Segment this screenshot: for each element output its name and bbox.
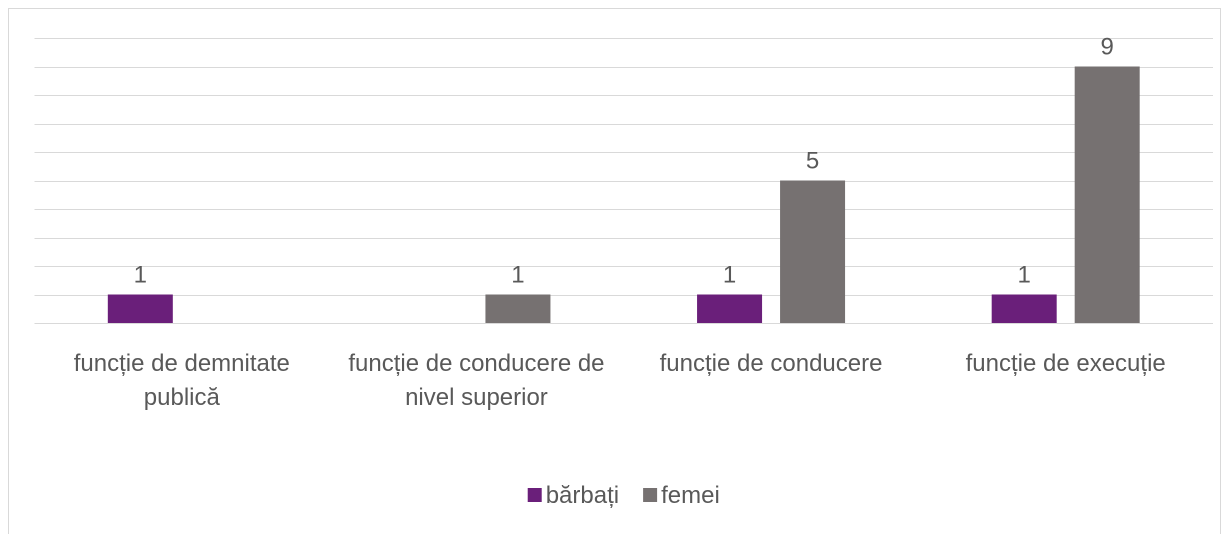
bar	[697, 294, 763, 323]
x-tick-label: funcție de demnitate publică	[74, 350, 290, 411]
legend-swatch	[527, 488, 542, 502]
chart-border	[8, 8, 1221, 534]
label-line: funcție de conducere de	[348, 350, 604, 377]
legend-label: femei	[661, 482, 720, 509]
label-line: funcție de demnitate	[74, 350, 290, 377]
x-tick-label: funcție de conducere de nivel superior	[348, 350, 604, 411]
label-line: funcție de execuție	[966, 350, 1166, 377]
data-label: 1	[1018, 262, 1031, 289]
label-line: publică	[144, 384, 221, 411]
data-label: 1	[723, 262, 736, 289]
legend-item: femei	[643, 482, 720, 509]
legend-item: bărbați	[527, 482, 619, 509]
data-label: 5	[806, 148, 819, 175]
x-tick-label: funcție de execuție	[966, 350, 1166, 377]
label-line: funcție de conducere	[660, 350, 883, 377]
legend-label: bărbați	[546, 482, 619, 509]
data-label: 1	[511, 262, 524, 289]
bar	[485, 294, 551, 323]
label-line: nivel superior	[405, 384, 548, 411]
x-tick-label: funcție de conducere	[660, 350, 883, 377]
bar	[1074, 66, 1140, 323]
bar	[780, 180, 846, 323]
legend-swatch	[643, 488, 658, 502]
data-label: 1	[134, 262, 147, 289]
bar	[991, 294, 1057, 323]
data-label: 9	[1101, 34, 1114, 61]
bar	[107, 294, 173, 323]
